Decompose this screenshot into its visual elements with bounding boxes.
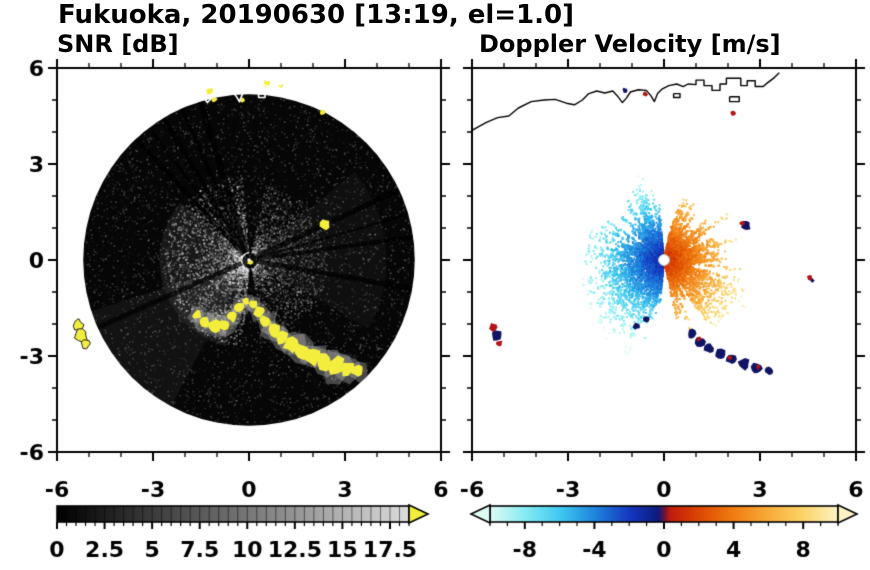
- figure-title: Fukuoka, 20190630 [13:19, el=1.0]: [58, 0, 575, 30]
- doppler-panel-title: Doppler Velocity [m/s]: [479, 30, 781, 58]
- snr-panel-title: SNR [dB]: [57, 30, 179, 58]
